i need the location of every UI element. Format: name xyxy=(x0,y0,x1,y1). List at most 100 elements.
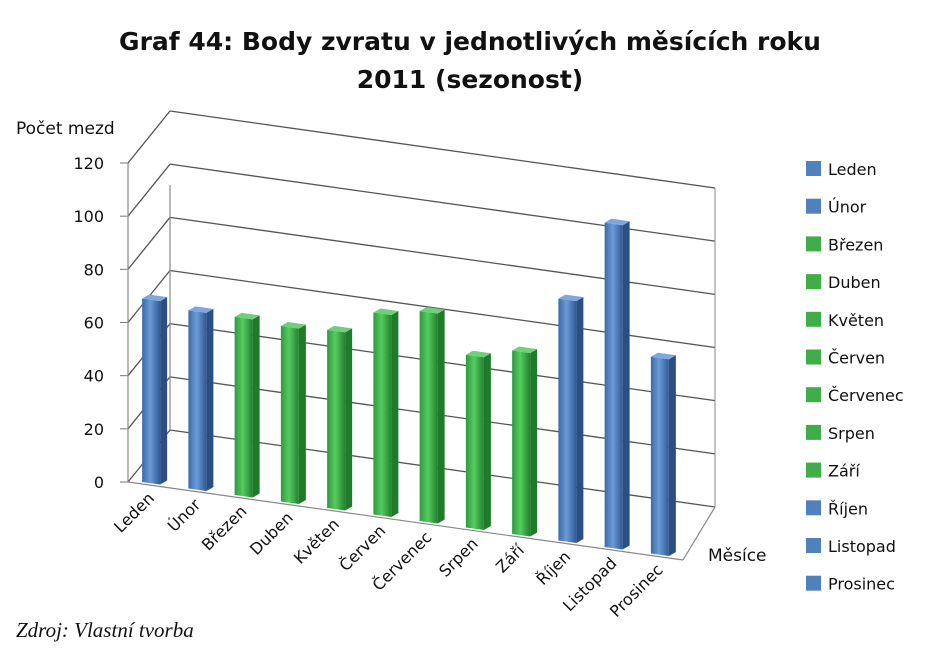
bar-top xyxy=(465,350,491,358)
legend-swatch xyxy=(806,198,821,214)
x-tick-label: Květen xyxy=(290,515,343,568)
bar-Únor xyxy=(188,306,214,492)
bar-Březen xyxy=(234,312,260,498)
legend-swatch xyxy=(806,575,821,591)
x-tick-label: Červen xyxy=(335,521,389,575)
legend-item-Duben: Duben xyxy=(806,273,881,292)
gridline-back-80 xyxy=(169,216,716,295)
legend-label: Leden xyxy=(828,160,877,179)
bar-side xyxy=(252,315,260,498)
legend-label: Říjen xyxy=(828,499,868,518)
legend-label: Září xyxy=(828,462,860,481)
bar-Červenec xyxy=(419,306,445,524)
legend-item-Únor: Únor xyxy=(806,198,867,217)
legend-swatch xyxy=(806,500,821,516)
bar-Prosinec xyxy=(650,352,676,557)
x-tick-label: Duben xyxy=(246,508,297,559)
bar-front xyxy=(234,316,253,498)
legend-swatch xyxy=(806,424,821,440)
legend-item-Leden: Leden xyxy=(806,160,877,179)
bar-side xyxy=(160,297,168,485)
y-tick-label: 100 xyxy=(73,207,104,226)
bar-side xyxy=(437,309,445,524)
legend-item-Listopad: Listopad xyxy=(806,537,896,556)
legend-swatch xyxy=(806,311,821,327)
legend-label: Únor xyxy=(828,198,867,217)
legend-label: Duben xyxy=(828,273,881,292)
legend-swatch xyxy=(806,387,821,403)
bar-front xyxy=(188,310,207,492)
bar-front xyxy=(142,298,161,485)
x-axis-label: Měsíce xyxy=(708,546,767,566)
legend-item-Říjen: Říjen xyxy=(806,499,868,518)
bar-side xyxy=(298,324,306,505)
legend: Leden Únor Březen Duben Květen Červen Červenec… xyxy=(806,160,904,594)
y-tick-label: 60 xyxy=(84,314,104,333)
legend-swatch xyxy=(806,161,821,176)
bar-Duben xyxy=(280,322,306,505)
y-tick-label: 80 xyxy=(84,260,104,279)
x-tick-label: Září xyxy=(492,540,528,576)
bar-top xyxy=(188,306,214,313)
y-tick-label: 20 xyxy=(84,420,104,439)
gridline-side-100 xyxy=(127,163,171,217)
bar-front xyxy=(419,310,438,524)
x-tick-label: Říjen xyxy=(532,547,574,589)
gridline-side-80 xyxy=(127,216,171,270)
legend-item-Květen: Květen xyxy=(806,311,884,330)
bar-side xyxy=(206,308,214,492)
bar-top xyxy=(558,294,584,302)
gridline-side-120 xyxy=(127,110,171,164)
x-tick-label: Březen xyxy=(198,502,251,555)
legend-label: Červenec xyxy=(828,386,904,405)
legend-label: Prosinec xyxy=(828,575,895,594)
legend-label: Březen xyxy=(828,235,883,254)
bar-side xyxy=(483,353,491,531)
bar-side xyxy=(530,349,538,537)
x-tick-label: Leden xyxy=(110,489,158,537)
bar-top xyxy=(419,306,445,314)
legend-swatch xyxy=(806,462,821,478)
gridline-back-120 xyxy=(169,110,716,189)
bar-front xyxy=(465,354,484,531)
bar-Srpen xyxy=(465,350,491,531)
legend-item-Červenec: Červenec xyxy=(806,386,904,405)
y-tick-labels: 0 20 40 60 80 100 120 xyxy=(73,154,104,492)
y-tick-label: 40 xyxy=(84,367,104,386)
bar-front xyxy=(373,312,392,518)
bar-top xyxy=(327,325,353,333)
x-tick-label: Srpen xyxy=(435,534,482,581)
bar-top xyxy=(142,294,168,302)
chart-title-line-1: Graf 44: Body zvratu v jednotlivých měsí… xyxy=(119,27,821,56)
source-note: Zdroj: Vlastní tvorba xyxy=(16,618,194,642)
legend-swatch xyxy=(806,274,821,290)
axes xyxy=(120,162,716,561)
legend-item-Březen: Březen xyxy=(806,235,883,254)
legend-swatch xyxy=(806,236,821,252)
legend-label: Listopad xyxy=(828,537,896,556)
y-tick-label: 120 xyxy=(73,154,104,173)
bar-side xyxy=(391,310,399,518)
x-tick-label: Únor xyxy=(164,495,205,536)
bar-side xyxy=(622,221,630,550)
bar-Leden xyxy=(142,294,168,485)
bar-Říjen xyxy=(558,294,584,544)
legend-label: Červen xyxy=(828,349,885,368)
bar-Listopad xyxy=(604,218,630,550)
bar-top xyxy=(604,218,630,226)
legend-label: Srpen xyxy=(828,424,875,443)
bar-front xyxy=(650,356,669,557)
y-axis-label: Počet mezd xyxy=(16,119,115,139)
legend-item-Prosinec: Prosinec xyxy=(806,575,895,594)
floor-right-edge xyxy=(682,506,716,561)
legend-swatch xyxy=(806,538,821,553)
x-axis-line xyxy=(127,481,684,561)
bars xyxy=(142,218,676,557)
legend-item-Srpen: Srpen xyxy=(806,424,875,443)
bar-side xyxy=(345,328,353,511)
bar-front xyxy=(280,326,299,505)
bar-top xyxy=(512,346,538,354)
legend-label: Květen xyxy=(828,311,884,330)
bar-side xyxy=(576,297,584,544)
